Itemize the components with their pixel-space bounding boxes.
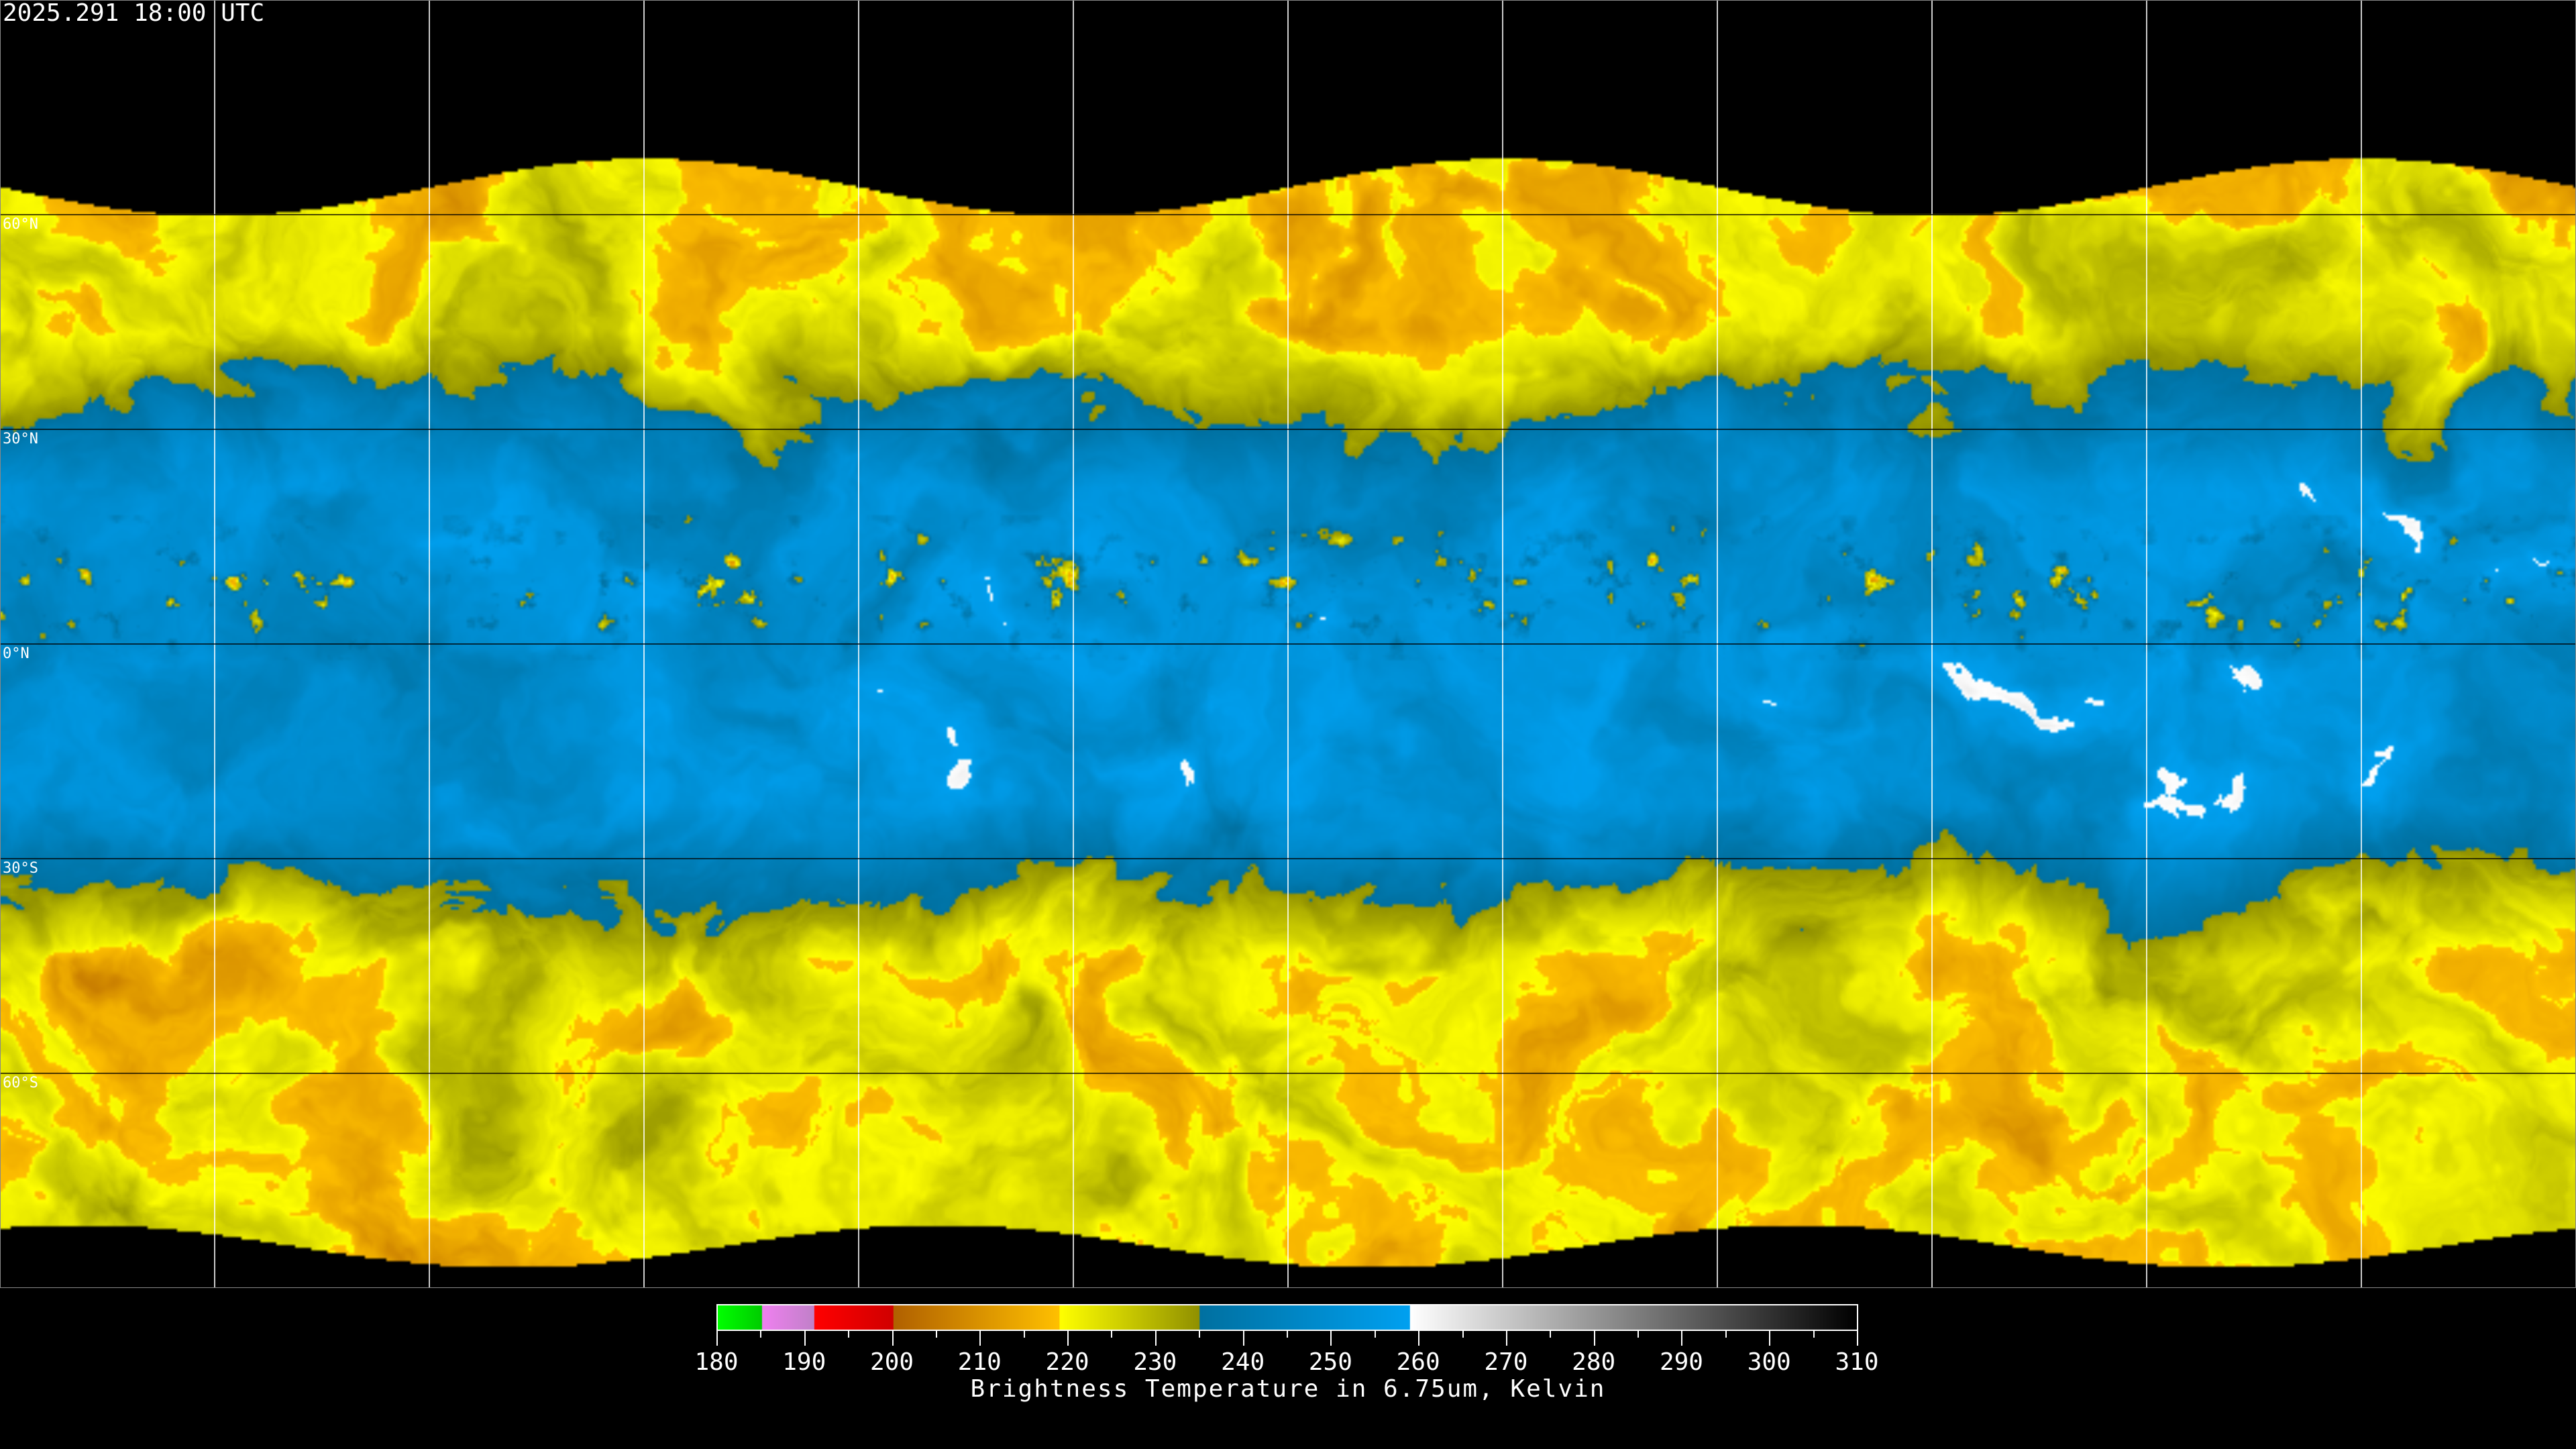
- colorbar-tick: [1155, 1331, 1157, 1346]
- colorbar-tick: [935, 1331, 937, 1338]
- colorbar-ticks: 180 190 200 210 220 230 240 250 260 270 280 290 300 3…: [694, 1331, 1879, 1376]
- lat-label-0n: 0°N: [3, 645, 30, 662]
- colorbar-tick: [1330, 1331, 1332, 1346]
- colorbar-tick: [1418, 1331, 1420, 1346]
- colorbar-tick-label: 180: [694, 1348, 739, 1376]
- colorbar-tick: [1813, 1331, 1815, 1338]
- colorbar-tick: [1067, 1331, 1069, 1346]
- lat-label-30n: 30°N: [3, 431, 38, 447]
- colorbar-tick-label: 280: [1572, 1348, 1616, 1376]
- colorbar-tick-label: 200: [870, 1348, 914, 1376]
- colorbar-tick: [1593, 1331, 1595, 1346]
- colorbar-tick: [848, 1331, 850, 1338]
- colorbar-tick-label: 290: [1659, 1348, 1703, 1376]
- colorbar-tick: [1111, 1331, 1113, 1338]
- colorbar-tick-label: 310: [1835, 1348, 1879, 1376]
- colorbar-tick: [1550, 1331, 1552, 1338]
- colorbar-tick: [1374, 1331, 1376, 1338]
- colorbar-tick: [760, 1331, 762, 1338]
- lat-label-60n: 60°N: [3, 216, 38, 233]
- colorbar-tick-label: 270: [1484, 1348, 1528, 1376]
- colorbar-tick-label: 210: [957, 1348, 1002, 1376]
- colorbar-tick: [1857, 1331, 1858, 1346]
- colorbar-tick-label: 240: [1221, 1348, 1265, 1376]
- colorbar: [716, 1304, 1858, 1331]
- colorbar-tick-label: 220: [1045, 1348, 1089, 1376]
- colorbar-tick: [1242, 1331, 1244, 1346]
- colorbar-tick: [1023, 1331, 1025, 1338]
- colorbar-tick-label: 190: [782, 1348, 826, 1376]
- lat-label-30s: 30°S: [3, 860, 38, 877]
- colorbar-tick: [892, 1331, 894, 1346]
- colorbar-tick: [1769, 1331, 1771, 1346]
- colorbar-tick: [1462, 1331, 1464, 1338]
- colorbar-title: Brightness Temperature in 6.75um, Kelvin: [970, 1375, 1606, 1403]
- lat-lon-grid: [214, 0, 2362, 1288]
- colorbar-tick: [1199, 1331, 1201, 1338]
- colorbar-tick: [716, 1331, 718, 1346]
- colorbar-tick-label: 230: [1133, 1348, 1177, 1376]
- colorbar-tick: [1287, 1331, 1288, 1338]
- colorbar-tick-label: 300: [1747, 1348, 1791, 1376]
- colorbar-tick-label: 260: [1396, 1348, 1440, 1376]
- colorbar-tick: [1725, 1331, 1727, 1338]
- colorbar-tick-label: 250: [1308, 1348, 1352, 1376]
- lat-label-60s: 60°S: [3, 1075, 38, 1091]
- timestamp-title: 2025.291 18:00 UTC: [3, 0, 265, 27]
- colorbar-tick: [1638, 1331, 1640, 1338]
- colorbar-tick: [979, 1331, 981, 1346]
- map-border: [0, 0, 2576, 1288]
- colorbar-tick: [1681, 1331, 1683, 1346]
- colorbar-tick: [804, 1331, 806, 1346]
- colorbar-tick: [1505, 1331, 1507, 1346]
